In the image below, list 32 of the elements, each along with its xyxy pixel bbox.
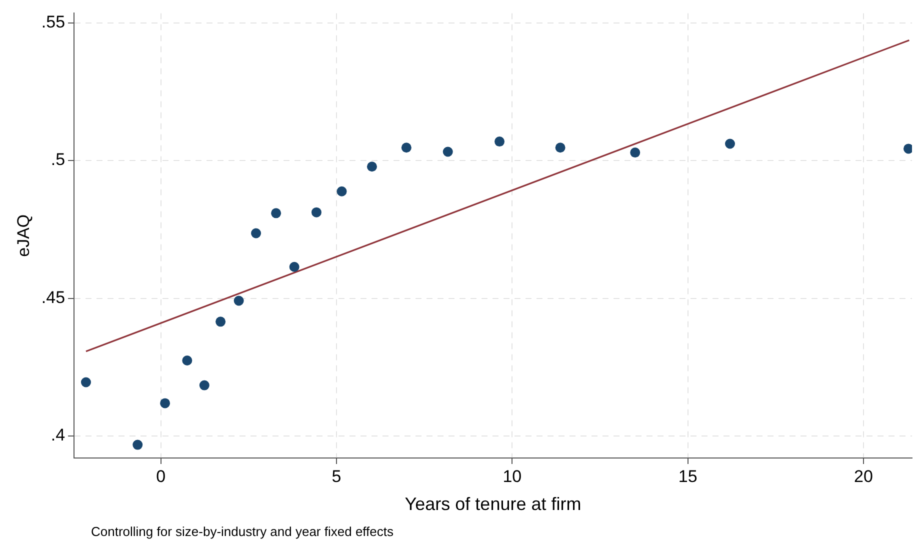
x-tick-label: 15: [678, 466, 698, 486]
y-tick-label: .4: [50, 426, 66, 445]
x-tick-label: 10: [502, 466, 522, 486]
point: [289, 262, 300, 272]
x-tick-label: 0: [156, 466, 166, 486]
point: [199, 380, 210, 390]
text: Controlling for size-by-industry and year fixed effects: [91, 524, 394, 539]
y-tick-label: .5: [50, 150, 66, 170]
point: [630, 148, 640, 158]
point: [80, 377, 91, 388]
point: [251, 228, 262, 238]
point: [442, 146, 453, 157]
point: [132, 440, 143, 450]
point: [555, 142, 566, 153]
point: [401, 142, 412, 153]
y-axis-title: eJAQ: [14, 214, 33, 257]
x-axis-title: Years of tenure at firm: [404, 494, 582, 514]
point: [271, 208, 282, 218]
point: [311, 207, 322, 218]
y-tick-label: .45: [41, 288, 66, 307]
point: [903, 144, 912, 154]
x-tick-label: 5: [332, 466, 342, 486]
x-tick-label: 20: [854, 466, 873, 486]
point: [182, 356, 192, 366]
point: [725, 138, 735, 149]
point: [366, 162, 377, 172]
y-tick-label: .55: [41, 12, 66, 32]
point: [160, 398, 170, 408]
point: [216, 316, 226, 327]
point: [336, 186, 347, 196]
point: [234, 296, 244, 306]
point: [494, 136, 505, 147]
